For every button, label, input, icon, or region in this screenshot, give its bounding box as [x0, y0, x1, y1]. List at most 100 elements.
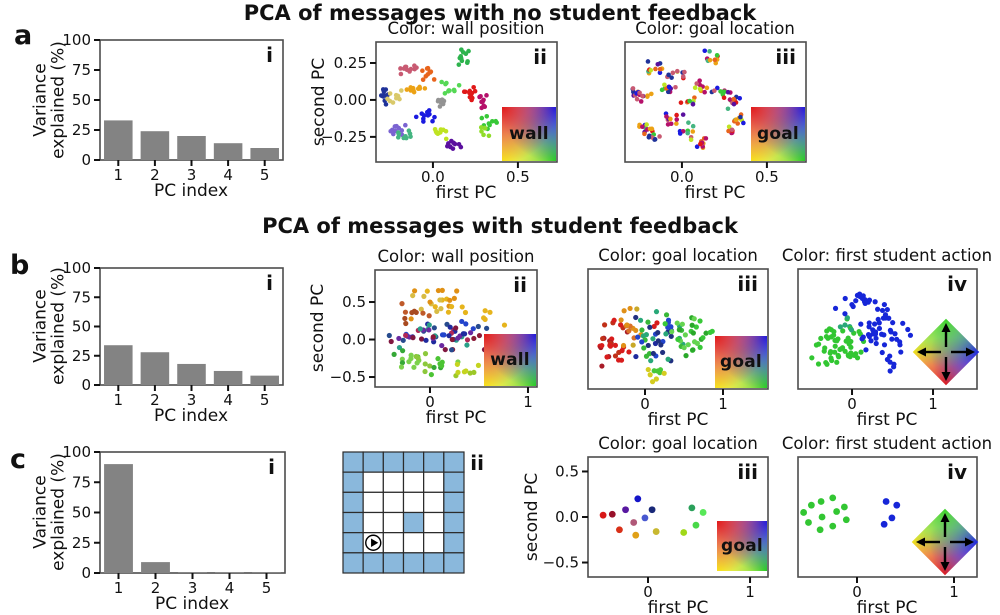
data-point [697, 318, 703, 324]
b-i-ylabel: Variance explained (%) [30, 267, 69, 385]
x-ticks: 1 2 3 4 5 [114, 573, 272, 597]
maze-wall-cell [382, 552, 405, 574]
x-tick-label: 1 [718, 395, 728, 413]
data-point [673, 84, 678, 90]
data-point [404, 87, 410, 92]
data-point [652, 528, 660, 535]
panel-tag-a-iii: iii [775, 45, 796, 69]
data-point [407, 131, 413, 136]
data-point [427, 69, 433, 75]
data-point [882, 498, 890, 505]
data-point [442, 91, 448, 96]
data-point [456, 62, 462, 67]
data-point [646, 134, 652, 140]
data-point [430, 118, 435, 124]
data-point [461, 89, 467, 95]
x-tick-label: 3 [188, 579, 198, 597]
data-point [655, 62, 661, 67]
data-point [645, 93, 650, 98]
data-point [403, 135, 409, 141]
data-point [447, 88, 452, 93]
data-point [602, 322, 608, 328]
data-point [470, 326, 476, 332]
x-ticks: 0.0 0.5 [421, 162, 530, 186]
x-tick-label: 1 [928, 395, 938, 413]
maze-empty-cell [402, 532, 425, 554]
x-tick-label: 4 [223, 166, 233, 184]
maze-grid [342, 451, 465, 574]
data-point [408, 355, 414, 362]
c-iii-xlabel: first PC [647, 598, 709, 615]
data-point [420, 310, 426, 316]
data-point [685, 342, 691, 348]
data-point [694, 144, 700, 150]
data-point [664, 114, 669, 119]
x-tick-label: 5 [262, 579, 272, 597]
data-point [897, 342, 903, 348]
y-tick-label: 75 [72, 61, 91, 79]
data-point [712, 88, 717, 93]
data-point [403, 64, 409, 70]
data-point [707, 329, 713, 336]
data-point [726, 124, 732, 130]
data-point [501, 322, 508, 328]
data-point [391, 351, 397, 357]
panel-tag-a-i: i [266, 43, 273, 67]
data-point [403, 320, 409, 327]
data-point [645, 59, 651, 64]
data-point [475, 362, 482, 368]
data-point [396, 131, 402, 137]
x-ticks: 1 2 3 4 5 [114, 160, 269, 184]
data-point [487, 122, 492, 128]
data-point [685, 130, 690, 136]
data-point [481, 132, 486, 138]
x-tick-label: 0 [425, 393, 435, 411]
data-point [622, 506, 629, 514]
data-point [641, 345, 647, 351]
data-point [455, 369, 461, 375]
row-label-b: b [10, 250, 30, 281]
data-point [634, 306, 640, 312]
c-i-ylabel: Variance explained (%) [30, 453, 69, 571]
maze-empty-cell [402, 471, 425, 493]
data-point [660, 349, 666, 356]
data-point [409, 309, 415, 316]
maze-empty-cell [402, 491, 425, 514]
data-point [862, 300, 868, 307]
data-point [423, 337, 429, 343]
data-point [456, 82, 462, 88]
data-point [428, 371, 434, 378]
data-point [907, 332, 914, 338]
data-point [815, 341, 822, 347]
x-tick-label: 0 [640, 395, 650, 413]
data-point [484, 93, 489, 98]
maze-wall-cell [443, 491, 465, 514]
wall-legend-label: wall [509, 124, 549, 144]
data-point [870, 327, 876, 333]
data-point [396, 335, 402, 342]
data-point [484, 325, 490, 331]
data-point [680, 529, 688, 536]
data-point [633, 353, 639, 360]
x-tick-label: 2 [150, 166, 160, 184]
y-tick-label: 100 [62, 259, 91, 277]
goal-colormap-legend: goal [715, 336, 767, 388]
maze-wall-cell [443, 552, 465, 574]
data-point [422, 86, 428, 91]
data-point [402, 309, 409, 315]
data-point [430, 334, 436, 340]
data-point [611, 317, 617, 323]
data-point [454, 288, 460, 294]
data-point [478, 125, 484, 130]
data-point [388, 128, 393, 134]
data-point [438, 306, 444, 312]
data-point [612, 342, 618, 348]
data-point [380, 87, 386, 92]
data-point [624, 322, 630, 328]
x-tick-label: 1 [949, 583, 959, 601]
y-tick-label: −0.25 [321, 128, 367, 146]
data-point [431, 325, 437, 331]
